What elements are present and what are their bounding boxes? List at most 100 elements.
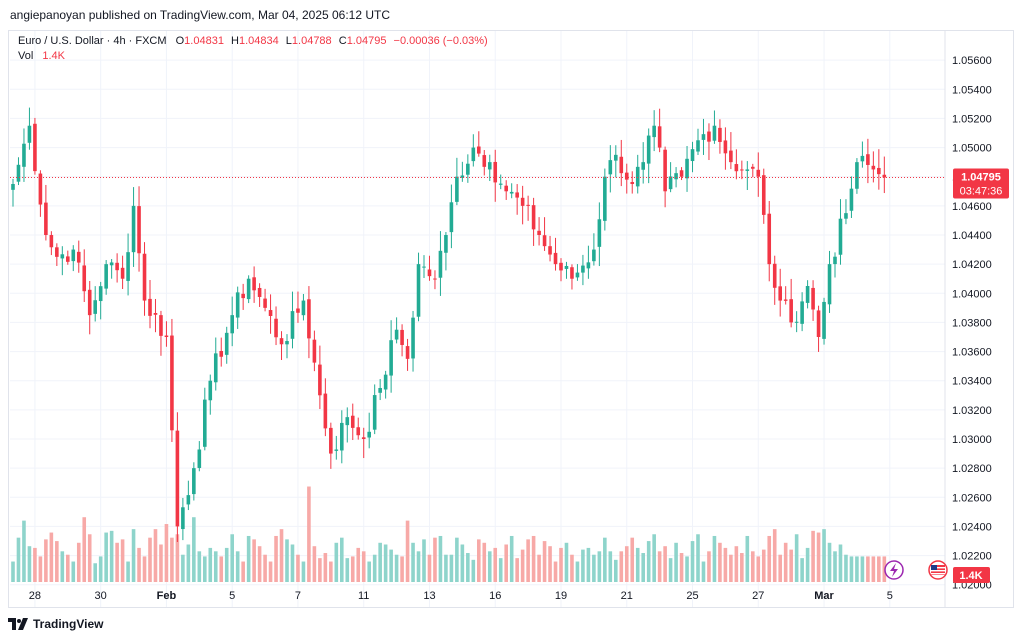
candle[interactable] bbox=[120, 255, 125, 289]
candle[interactable] bbox=[361, 427, 366, 459]
candle[interactable] bbox=[389, 320, 393, 393]
candle[interactable] bbox=[756, 152, 761, 197]
candle[interactable] bbox=[493, 149, 498, 202]
candle[interactable] bbox=[548, 235, 552, 262]
candle[interactable] bbox=[131, 187, 136, 267]
candle[interactable] bbox=[345, 407, 350, 443]
candle[interactable] bbox=[235, 286, 240, 329]
candle[interactable] bbox=[718, 119, 722, 154]
candle[interactable] bbox=[296, 291, 300, 323]
candle[interactable] bbox=[433, 270, 437, 290]
candle[interactable] bbox=[679, 167, 684, 181]
candle[interactable] bbox=[109, 259, 114, 279]
candle[interactable] bbox=[367, 412, 371, 449]
candle[interactable] bbox=[22, 128, 26, 182]
candle[interactable] bbox=[246, 275, 251, 304]
candle[interactable] bbox=[213, 337, 218, 391]
candle[interactable] bbox=[350, 403, 355, 441]
candle[interactable] bbox=[767, 201, 772, 282]
candle[interactable] bbox=[55, 243, 59, 266]
candle[interactable] bbox=[192, 462, 196, 501]
candle[interactable] bbox=[76, 240, 81, 273]
candle[interactable] bbox=[197, 441, 202, 472]
candle[interactable] bbox=[356, 417, 361, 440]
candle[interactable] bbox=[729, 132, 733, 170]
symbol-title[interactable]: Euro / U.S. Dollar · 4h · FXCM bbox=[18, 35, 167, 47]
candle[interactable] bbox=[740, 160, 744, 180]
candle[interactable] bbox=[805, 280, 810, 309]
candle[interactable] bbox=[444, 232, 448, 271]
candle[interactable] bbox=[794, 311, 799, 333]
candle[interactable] bbox=[257, 283, 262, 307]
lightning-icon[interactable] bbox=[884, 560, 904, 580]
candle[interactable] bbox=[203, 387, 207, 451]
candle[interactable] bbox=[27, 107, 32, 150]
candle[interactable] bbox=[761, 168, 766, 224]
candle[interactable] bbox=[471, 134, 476, 167]
candle[interactable] bbox=[323, 378, 328, 437]
candle[interactable] bbox=[838, 199, 843, 265]
candle[interactable] bbox=[477, 131, 481, 157]
candle[interactable] bbox=[520, 185, 525, 225]
candle[interactable] bbox=[877, 149, 881, 190]
candle[interactable] bbox=[438, 231, 443, 296]
candle[interactable] bbox=[263, 288, 267, 312]
candle[interactable] bbox=[427, 255, 432, 281]
candle[interactable] bbox=[723, 127, 728, 170]
candle[interactable] bbox=[290, 291, 295, 349]
candle[interactable] bbox=[153, 298, 158, 333]
candle[interactable] bbox=[241, 283, 245, 310]
candle[interactable] bbox=[104, 260, 108, 295]
candle[interactable] bbox=[334, 435, 339, 460]
candle[interactable] bbox=[789, 278, 793, 328]
candle[interactable] bbox=[378, 379, 382, 401]
candle[interactable] bbox=[833, 252, 837, 278]
candle[interactable] bbox=[318, 345, 322, 410]
candle[interactable] bbox=[575, 264, 580, 281]
candle[interactable] bbox=[641, 142, 645, 184]
candle[interactable] bbox=[690, 141, 695, 173]
candle[interactable] bbox=[783, 286, 788, 305]
candle[interactable] bbox=[175, 412, 180, 542]
candle[interactable] bbox=[570, 264, 574, 290]
us-flag-icon[interactable] bbox=[928, 560, 948, 580]
candle[interactable] bbox=[329, 422, 333, 469]
footer-brand[interactable]: TradingView bbox=[8, 617, 103, 631]
candle[interactable] bbox=[230, 296, 234, 347]
candle[interactable] bbox=[44, 184, 48, 241]
candle[interactable] bbox=[449, 184, 454, 249]
candle[interactable] bbox=[87, 280, 92, 335]
candle[interactable] bbox=[115, 253, 119, 283]
candle[interactable] bbox=[301, 293, 306, 321]
candle[interactable] bbox=[592, 233, 596, 266]
candle[interactable] bbox=[16, 157, 21, 186]
candle[interactable] bbox=[405, 338, 410, 371]
candle[interactable] bbox=[800, 292, 804, 332]
candle[interactable] bbox=[559, 258, 563, 282]
candle[interactable] bbox=[581, 254, 585, 286]
candle[interactable] bbox=[252, 266, 256, 303]
candle[interactable] bbox=[614, 145, 618, 178]
candle[interactable] bbox=[49, 231, 54, 256]
candle[interactable] bbox=[394, 317, 399, 344]
candle[interactable] bbox=[652, 110, 656, 152]
candle[interactable] bbox=[624, 163, 629, 194]
candle[interactable] bbox=[871, 151, 876, 183]
candle[interactable] bbox=[466, 154, 470, 183]
candle[interactable] bbox=[564, 261, 569, 279]
candle[interactable] bbox=[170, 318, 174, 443]
candle[interactable] bbox=[586, 245, 591, 279]
candle[interactable] bbox=[635, 154, 640, 194]
candle[interactable] bbox=[855, 158, 859, 194]
candle[interactable] bbox=[400, 324, 404, 357]
candle[interactable] bbox=[268, 294, 273, 334]
candle[interactable] bbox=[603, 168, 607, 231]
candle[interactable] bbox=[707, 123, 711, 161]
candle[interactable] bbox=[531, 197, 536, 246]
candle[interactable] bbox=[33, 117, 37, 175]
candle[interactable] bbox=[455, 157, 459, 206]
candle[interactable] bbox=[60, 246, 65, 276]
candle[interactable] bbox=[734, 149, 739, 180]
candle[interactable] bbox=[71, 245, 76, 272]
